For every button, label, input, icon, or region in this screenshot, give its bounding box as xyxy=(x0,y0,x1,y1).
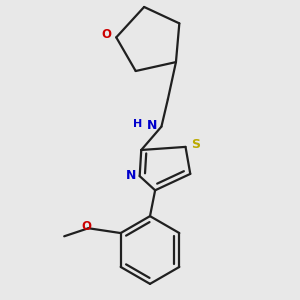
Text: O: O xyxy=(82,220,92,233)
Text: N: N xyxy=(147,119,157,132)
Text: N: N xyxy=(125,169,136,182)
Text: O: O xyxy=(101,28,111,41)
Text: H: H xyxy=(133,119,142,129)
Text: S: S xyxy=(191,139,200,152)
